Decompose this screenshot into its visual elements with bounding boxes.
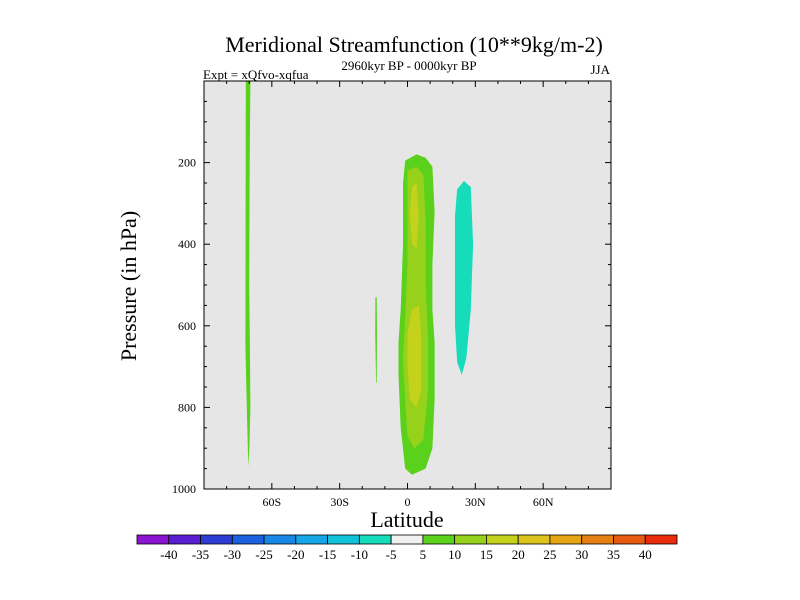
x-axis: 60S 30S 0 30N 60N	[226, 81, 589, 509]
colorbar: -40 -35 -30 -25 -20 -15 -10 -5 5 10 15 20 25 30 35 40	[136, 534, 678, 562]
x-tick-label: 60N	[533, 495, 554, 509]
x-tick-label: 60S	[262, 495, 281, 509]
season-label: JJA	[590, 62, 610, 77]
colorbar-box	[263, 534, 297, 545]
colorbar-box	[200, 534, 233, 545]
colorbar-box	[358, 534, 392, 545]
region-northern-negative-cell	[455, 181, 474, 375]
colorbar-box	[581, 534, 614, 545]
region-tropical-positive-core-upper	[409, 183, 419, 249]
colorbar-label: 10	[448, 547, 461, 562]
chart-title: Meridional Streamfunction (10**9kg/m-2)	[225, 32, 603, 57]
colorbar-label: -5	[386, 547, 397, 562]
region-south-high-latitude-band	[245, 81, 251, 467]
y-axis-label: Pressure (in hPa)	[116, 211, 141, 361]
colorbar-label: -30	[224, 547, 241, 562]
colorbar-box	[390, 534, 424, 545]
y-tick-label: 600	[178, 319, 196, 333]
colorbar-box	[231, 534, 265, 545]
contour-regions	[245, 81, 474, 475]
colorbar-box	[549, 534, 583, 545]
colorbar-box	[454, 534, 487, 545]
colorbar-box	[422, 534, 456, 545]
colorbar-box	[327, 534, 360, 545]
y-axis: 200 400 600 800 1000	[172, 100, 611, 496]
y-tick-label: 800	[178, 400, 196, 414]
colorbar-box	[517, 534, 551, 545]
colorbar-box	[168, 534, 201, 545]
colorbar-label: -10	[351, 547, 368, 562]
region-sliver-near-15s	[375, 297, 377, 383]
y-tick-label: 200	[178, 156, 196, 170]
colorbar-label: -20	[287, 547, 304, 562]
colorbar-label: -25	[255, 547, 272, 562]
colorbar-label: 20	[512, 547, 525, 562]
experiment-label: Expt = xQfvo-xqfua	[203, 67, 309, 82]
colorbar-label: 35	[607, 547, 620, 562]
colorbar-label: 25	[543, 547, 556, 562]
colorbar-box	[295, 534, 328, 545]
y-tick-label: 1000	[172, 482, 196, 496]
colorbar-label: 30	[575, 547, 588, 562]
colorbar-label: -15	[319, 547, 336, 562]
colorbar-box	[613, 534, 646, 545]
colorbar-label: 40	[639, 547, 652, 562]
y-tick-label: 400	[178, 237, 196, 251]
colorbar-label: 15	[480, 547, 493, 562]
region-tropical-positive-core	[407, 305, 422, 408]
colorbar-box	[644, 534, 678, 545]
x-tick-label: 30S	[330, 495, 349, 509]
time-range-label: 2960kyr BP - 0000kyr BP	[341, 58, 476, 73]
colorbar-box	[136, 534, 170, 545]
colorbar-box	[486, 534, 519, 545]
colorbar-label: -40	[160, 547, 177, 562]
colorbar-label: -35	[192, 547, 209, 562]
x-axis-label: Latitude	[370, 507, 443, 532]
colorbar-label: 5	[420, 547, 427, 562]
x-tick-label: 0	[405, 495, 411, 509]
x-tick-label: 30N	[465, 495, 486, 509]
